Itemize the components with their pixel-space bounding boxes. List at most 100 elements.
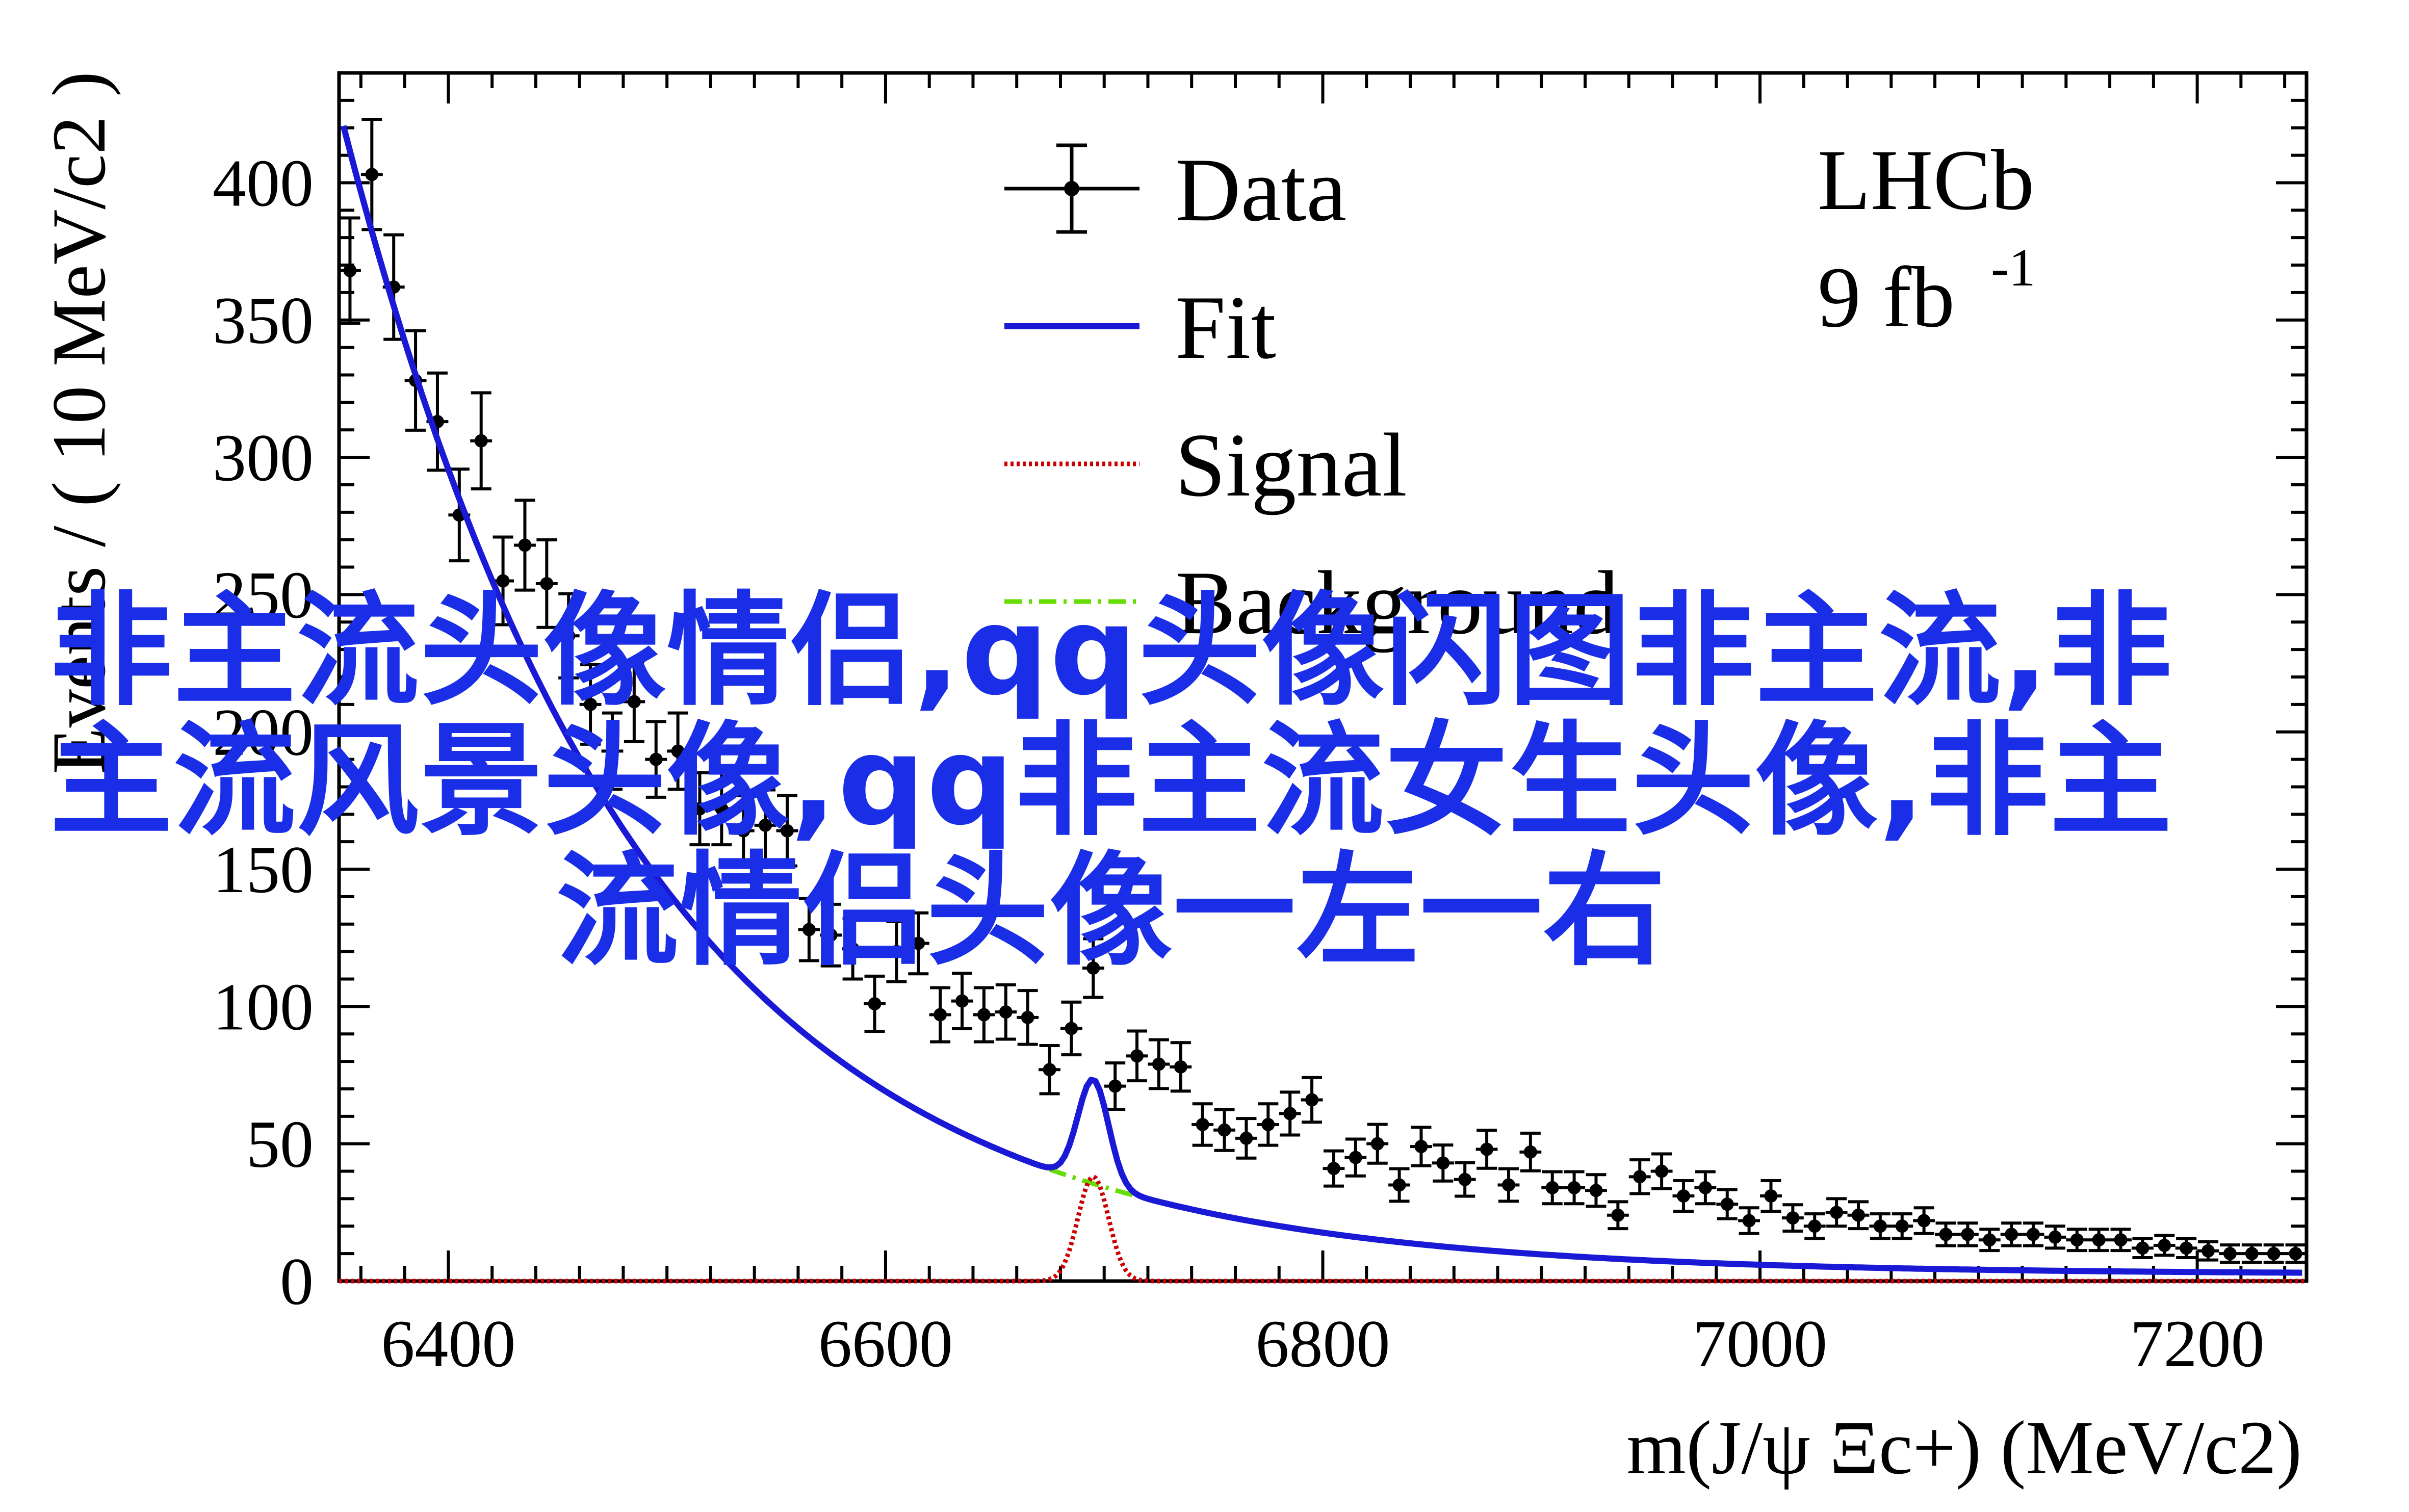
y-tick-label: 350 [213, 283, 314, 358]
data-marker [1239, 1131, 1253, 1145]
data-marker [1392, 1178, 1406, 1192]
data-marker [584, 697, 598, 711]
data-point [2175, 1237, 2197, 1260]
y-tick-label: 0 [280, 1244, 314, 1319]
data-marker [1043, 1063, 1056, 1077]
legend-data-marker [1004, 143, 1139, 234]
data-marker [1152, 1057, 1165, 1071]
data-point [2263, 1243, 2285, 1264]
data-marker [2114, 1233, 2128, 1247]
y-tick-label: 50 [246, 1107, 314, 1182]
data-point [360, 118, 383, 231]
data-point [1869, 1212, 1892, 1240]
data-point [1344, 1137, 1367, 1178]
data-marker [365, 168, 379, 181]
data-point [514, 499, 536, 592]
y-tick-label: 200 [213, 695, 314, 770]
data-point [1956, 1221, 1979, 1247]
data-marker [1939, 1228, 1953, 1241]
x-tick-label: 6600 [818, 1306, 953, 1381]
y-tick-label: 150 [213, 832, 314, 907]
data-marker [890, 945, 903, 958]
data-point [1104, 1061, 1126, 1111]
data-point [557, 592, 580, 680]
legend-label-fit: Fit [1175, 277, 1276, 378]
data-point [1672, 1179, 1695, 1213]
data-point [820, 902, 842, 968]
data-marker [2092, 1233, 2106, 1247]
data-point [1585, 1173, 1607, 1208]
data-point [1323, 1149, 1345, 1188]
data-marker [1218, 1123, 1231, 1137]
data-point [776, 794, 798, 868]
axis-ticks [339, 73, 2307, 1283]
data-marker [802, 923, 816, 936]
data-point [2153, 1234, 2175, 1257]
data-marker [1611, 1208, 1625, 1222]
legend: Data Fit Signal Background [1004, 139, 1619, 653]
data-marker [1174, 1060, 1187, 1074]
data-point [1891, 1212, 1913, 1240]
data-point [535, 538, 558, 629]
data-marker [1698, 1181, 1712, 1194]
data-point [1628, 1158, 1651, 1195]
data-marker [649, 752, 663, 766]
data-marker [474, 434, 488, 448]
experiment-name: LHCb [1818, 132, 2034, 228]
data-marker [1830, 1206, 1844, 1219]
data-point [1497, 1167, 1520, 1203]
data-point [667, 711, 689, 791]
data-marker [693, 802, 707, 816]
data-marker [1742, 1214, 1756, 1228]
data-point [885, 920, 908, 983]
data-point [1716, 1188, 1739, 1220]
data-point [907, 911, 929, 976]
data-point [754, 788, 776, 863]
data-marker [518, 538, 532, 552]
data-point [1301, 1076, 1323, 1124]
data-marker [955, 994, 969, 1008]
data-point [1432, 1143, 1454, 1183]
data-marker [2005, 1228, 2018, 1241]
data-marker [824, 928, 838, 942]
data-point [1454, 1161, 1476, 1198]
data-point [1781, 1203, 1804, 1233]
data-marker [1961, 1228, 1975, 1241]
data-marker [1786, 1211, 1800, 1225]
data-point [951, 972, 973, 1030]
data-point [710, 771, 733, 847]
data-marker [912, 936, 925, 950]
data-marker [934, 1008, 947, 1022]
data-marker [1021, 1010, 1034, 1024]
background-curve [1049, 1167, 1138, 1198]
signal-curve-layer [339, 1174, 2307, 1284]
data-point [1170, 1041, 1192, 1093]
data-marker [496, 574, 510, 588]
data-point [1191, 1102, 1214, 1147]
data-point [2000, 1221, 2023, 1247]
data-marker [343, 264, 357, 277]
legend-label-data: Data [1175, 139, 1346, 240]
data-marker [2201, 1244, 2215, 1258]
data-point [1607, 1200, 1629, 1231]
data-marker [1655, 1164, 1669, 1178]
y-tick-label: 300 [213, 420, 314, 495]
data-point [1257, 1102, 1279, 1147]
data-marker [2048, 1230, 2062, 1244]
data-marker [1764, 1189, 1778, 1203]
data-marker [2136, 1241, 2149, 1255]
legend-label-signal: Signal [1175, 414, 1407, 515]
data-point [1235, 1117, 1257, 1160]
data-marker [1108, 1079, 1122, 1093]
data-marker [780, 824, 794, 838]
data-marker [1501, 1178, 1515, 1192]
data-point [1738, 1206, 1760, 1235]
data-marker [1852, 1208, 1866, 1222]
data-marker [1720, 1197, 1734, 1211]
y-tick-label: 400 [213, 145, 314, 220]
data-point [2197, 1240, 2219, 1262]
data-marker [1370, 1137, 1384, 1151]
signal-curve [339, 1174, 2307, 1284]
data-point [1060, 1000, 1082, 1057]
